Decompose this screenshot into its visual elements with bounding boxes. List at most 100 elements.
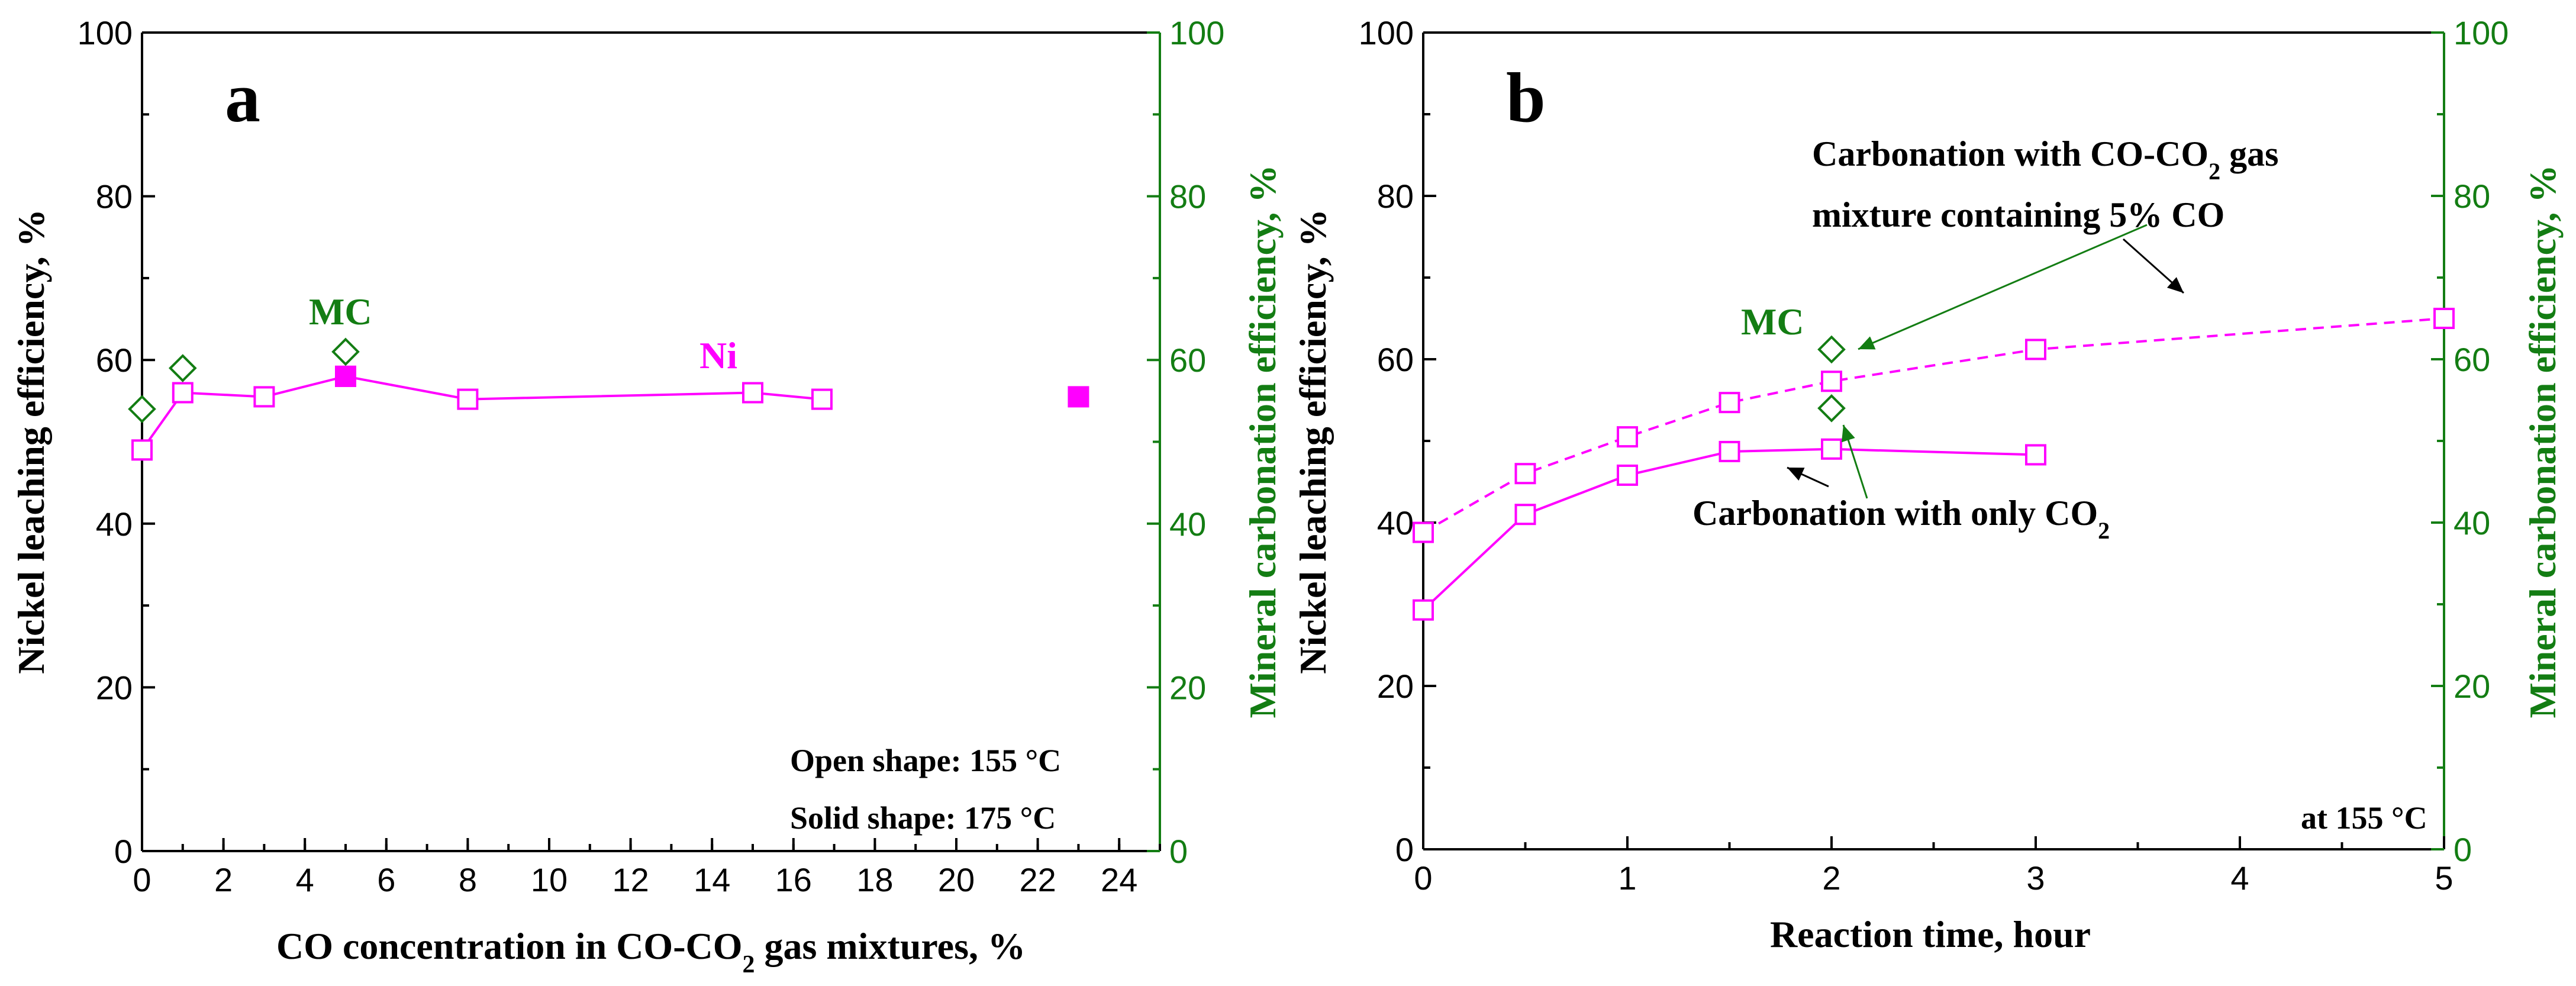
- axis-ticks-a: 0 2 4 6 8 10 12 14 16 18 20 22 240204060801000204060…: [78, 14, 1225, 898]
- y-tick-label-left: 20: [1377, 668, 1414, 705]
- arrow-dashed-curve: [2123, 238, 2184, 294]
- arrow-mc-mixture: [1858, 224, 2148, 350]
- temperature-note: at 155 °C: [2301, 800, 2427, 836]
- series-b-1-point: [1413, 599, 1434, 621]
- x-tick-label: 18: [856, 861, 893, 898]
- y-tick-label-right: 0: [1169, 833, 1188, 870]
- x-tick-label: 5: [2435, 859, 2453, 897]
- x-tick-label: 22: [1019, 861, 1056, 898]
- y-axis-label-left-a: Nickel leaching efficiency, %: [10, 209, 52, 674]
- series-b-1-point: [1617, 464, 1638, 486]
- arrow-mc-only-co2: [1841, 424, 1868, 499]
- y-tick-label-right: 60: [1169, 341, 1206, 379]
- series-b-0-point: [2025, 339, 2046, 360]
- mc-label-a: MC: [309, 291, 372, 333]
- plot-frame-a: [141, 31, 1161, 852]
- annotation-mixture-line1: Carbonation with CO-CO2 gas: [1812, 134, 2278, 185]
- y-tick-label-right: 40: [2454, 504, 2490, 542]
- x-tick-label: 16: [775, 861, 812, 898]
- x-tick-label: 3: [2026, 859, 2045, 897]
- ni-label-a: Ni: [699, 334, 737, 376]
- y-tick-label-right: 0: [2454, 831, 2472, 868]
- y-tick-label-right: 80: [1169, 178, 1206, 215]
- legend-solid-note: Solid shape: 175 °C: [790, 800, 1056, 836]
- y-tick-label-right: 40: [1169, 505, 1206, 543]
- y-tick-label-right: 80: [2454, 178, 2490, 215]
- y-tick-label-left: 20: [96, 669, 133, 706]
- y-tick-label-left: 40: [96, 505, 133, 543]
- series-b-2-point: [1817, 394, 1846, 423]
- y-tick-label-left: 100: [1359, 14, 1414, 51]
- y-tick-label-right: 60: [2454, 341, 2490, 378]
- y-tick-label-left: 60: [1377, 341, 1414, 378]
- series-a-2-point: [331, 337, 360, 366]
- x-tick-label: 10: [531, 861, 568, 898]
- legend-open-note: Open shape: 155 °C: [790, 743, 1061, 778]
- series-b-0-point: [1413, 521, 1434, 543]
- x-tick-label: 24: [1101, 861, 1137, 898]
- series-b-0-point: [1821, 370, 1842, 392]
- y-tick-label-left: 100: [78, 14, 133, 51]
- x-tick-label: 2: [214, 861, 233, 898]
- y-tick-label-left: 80: [96, 178, 133, 215]
- y-tick-label-right: 20: [1169, 669, 1206, 706]
- series-b-0-point: [2433, 308, 2455, 329]
- y-tick-label-left: 0: [1395, 831, 1414, 868]
- series-a-2-point: [128, 395, 156, 424]
- series-b-2-point: [1817, 335, 1846, 364]
- x-tick-label: 2: [1822, 859, 1840, 897]
- series-b-0-point: [1617, 426, 1638, 448]
- series-a-0-point: [457, 388, 479, 410]
- series-a-0-point: [172, 382, 194, 404]
- panel-label-b: b: [1506, 58, 1546, 137]
- y-axis-label-left-b: Nickel leaching efficiency, %: [1292, 209, 1334, 674]
- y-axis-label-right-b: Mineral carbonation efficiency, %: [2522, 165, 2564, 718]
- x-tick-label: 12: [612, 861, 649, 898]
- series-b-1-point: [1719, 440, 1740, 462]
- series-a-1-point: [335, 365, 356, 387]
- series-a-2-point: [168, 354, 197, 382]
- series-b: [1413, 308, 2455, 621]
- series-b-1-line: [1422, 447, 2036, 611]
- x-tick-label: 6: [377, 861, 395, 898]
- x-tick-label: 4: [296, 861, 314, 898]
- series-b-0-point: [1514, 463, 1536, 485]
- annotation-mixture-line2: mixture containing 5% CO: [1812, 195, 2224, 234]
- x-tick-label: 0: [1414, 859, 1432, 897]
- series-b-1-point: [1821, 438, 1842, 460]
- y-tick-label-left: 40: [1377, 504, 1414, 542]
- y-tick-label-right: 20: [2454, 668, 2490, 705]
- series-a: [128, 337, 1089, 461]
- series-a-0-point: [253, 386, 275, 408]
- y-tick-label-left: 80: [1377, 178, 1414, 215]
- x-axis-label-b: Reaction time, hour: [1770, 913, 2091, 955]
- arrow-solid-curve: [1787, 466, 1829, 488]
- series-b-1-point: [2025, 444, 2046, 466]
- series-a-0-point: [811, 388, 833, 410]
- mc-label-b: MC: [1741, 301, 1804, 343]
- y-axis-label-right-a: Mineral carbonation efficiency, %: [1242, 165, 1284, 718]
- series-a-0-line: [141, 375, 823, 451]
- x-tick-label: 1: [1618, 859, 1636, 897]
- x-tick-label: 4: [2230, 859, 2249, 897]
- series-a-1-point: [1068, 386, 1089, 408]
- series-b-0-point: [1719, 392, 1740, 414]
- series-a-0-point: [131, 439, 153, 461]
- y-tick-label-left: 60: [96, 341, 133, 379]
- x-tick-label: 0: [133, 861, 151, 898]
- x-axis-label-a: CO concentration in CO-CO2 gas mixtures,…: [276, 925, 1026, 978]
- x-tick-label: 8: [459, 861, 477, 898]
- series-b-1-point: [1514, 504, 1536, 526]
- panel-label-a: a: [225, 58, 260, 137]
- x-tick-label: 14: [694, 861, 730, 898]
- y-tick-label-left: 0: [114, 833, 133, 870]
- chart-panel-a: 0 2 4 6 8 10 12 14 16 18 20 22 240204060801000204060…: [10, 14, 1284, 978]
- x-tick-label: 20: [938, 861, 975, 898]
- y-tick-label-right: 100: [2454, 14, 2509, 51]
- series-a-0-point: [742, 382, 763, 404]
- y-tick-label-right: 100: [1169, 14, 1224, 51]
- annotation-only-co2: Carbonation with only CO2: [1692, 494, 2110, 544]
